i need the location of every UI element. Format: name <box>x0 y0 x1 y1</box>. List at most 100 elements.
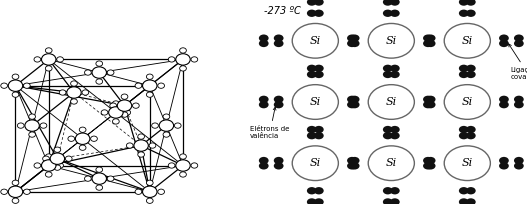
Circle shape <box>368 85 414 119</box>
Circle shape <box>142 186 157 197</box>
Circle shape <box>423 157 433 164</box>
Circle shape <box>59 90 66 95</box>
Circle shape <box>96 185 103 190</box>
Circle shape <box>466 0 476 6</box>
Circle shape <box>514 101 524 108</box>
Circle shape <box>459 71 469 78</box>
Circle shape <box>307 0 317 6</box>
Circle shape <box>259 157 269 164</box>
Circle shape <box>259 162 269 170</box>
Circle shape <box>84 70 91 75</box>
Circle shape <box>57 163 63 168</box>
Circle shape <box>383 10 393 17</box>
Circle shape <box>12 198 19 203</box>
Circle shape <box>423 40 433 47</box>
Circle shape <box>71 99 77 104</box>
Circle shape <box>112 119 119 124</box>
Circle shape <box>466 65 476 72</box>
Circle shape <box>176 54 190 65</box>
Circle shape <box>350 162 359 170</box>
Circle shape <box>444 85 490 119</box>
Circle shape <box>96 61 103 66</box>
Circle shape <box>8 186 23 197</box>
Circle shape <box>314 65 324 72</box>
Circle shape <box>466 126 476 133</box>
Text: Elétrons de
valência: Elétrons de valência <box>250 107 289 139</box>
Text: Si: Si <box>386 97 397 107</box>
Circle shape <box>514 157 524 164</box>
Circle shape <box>259 96 269 103</box>
Text: Si: Si <box>462 158 473 168</box>
Circle shape <box>54 147 61 152</box>
Circle shape <box>499 157 509 164</box>
Circle shape <box>67 87 81 98</box>
Circle shape <box>159 120 173 131</box>
Circle shape <box>426 40 435 47</box>
Circle shape <box>390 0 399 6</box>
Circle shape <box>110 103 116 108</box>
Circle shape <box>307 187 317 194</box>
Circle shape <box>459 132 469 139</box>
Text: Si: Si <box>462 36 473 46</box>
Circle shape <box>426 96 435 103</box>
Circle shape <box>45 48 52 53</box>
Circle shape <box>390 132 399 139</box>
Circle shape <box>274 34 284 42</box>
Circle shape <box>274 96 284 103</box>
Circle shape <box>147 74 153 79</box>
Circle shape <box>314 71 324 78</box>
Circle shape <box>108 176 114 181</box>
Circle shape <box>54 165 61 170</box>
Circle shape <box>43 156 50 161</box>
Circle shape <box>314 198 324 204</box>
Circle shape <box>71 81 77 86</box>
Circle shape <box>84 176 91 181</box>
Circle shape <box>57 57 63 62</box>
Circle shape <box>12 92 19 97</box>
Circle shape <box>124 110 131 115</box>
Circle shape <box>390 10 399 17</box>
Circle shape <box>42 160 56 171</box>
Circle shape <box>383 71 393 78</box>
Circle shape <box>423 96 433 103</box>
Circle shape <box>459 187 469 194</box>
Circle shape <box>40 123 47 128</box>
Text: Si: Si <box>386 158 397 168</box>
Circle shape <box>126 143 133 148</box>
Circle shape <box>499 96 509 103</box>
Circle shape <box>426 101 435 108</box>
Circle shape <box>390 65 399 72</box>
Circle shape <box>92 173 106 184</box>
Circle shape <box>142 80 157 91</box>
Circle shape <box>314 187 324 194</box>
Circle shape <box>292 146 338 181</box>
Circle shape <box>274 101 284 108</box>
Circle shape <box>118 100 132 111</box>
Circle shape <box>147 92 153 97</box>
Circle shape <box>180 48 187 53</box>
Circle shape <box>96 79 103 84</box>
Circle shape <box>274 162 284 170</box>
Circle shape <box>45 172 52 177</box>
Circle shape <box>138 152 144 157</box>
Circle shape <box>135 83 142 88</box>
Circle shape <box>92 67 106 78</box>
Circle shape <box>307 65 317 72</box>
Circle shape <box>29 132 35 137</box>
Circle shape <box>383 0 393 6</box>
Circle shape <box>12 180 19 185</box>
Circle shape <box>180 154 187 159</box>
Circle shape <box>168 57 175 62</box>
Circle shape <box>423 34 433 42</box>
Circle shape <box>383 187 393 194</box>
Circle shape <box>466 71 476 78</box>
Circle shape <box>514 40 524 47</box>
Circle shape <box>383 126 393 133</box>
Circle shape <box>426 162 435 170</box>
Circle shape <box>82 90 89 95</box>
Circle shape <box>50 153 65 164</box>
Circle shape <box>514 162 524 170</box>
Text: Si: Si <box>386 36 397 46</box>
Circle shape <box>109 107 123 118</box>
Circle shape <box>347 157 357 164</box>
